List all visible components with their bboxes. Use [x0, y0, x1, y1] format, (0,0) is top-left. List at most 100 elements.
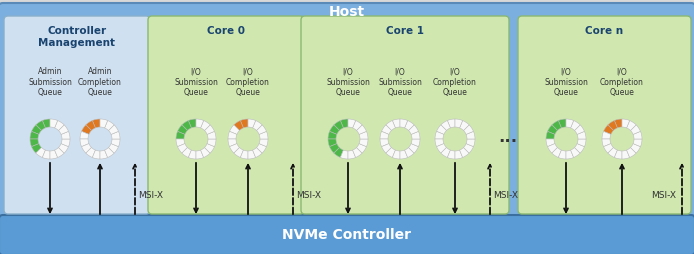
Wedge shape: [182, 148, 192, 157]
Wedge shape: [353, 120, 362, 131]
Text: ...: ...: [498, 128, 518, 146]
Wedge shape: [604, 125, 613, 134]
Wedge shape: [552, 148, 561, 157]
Wedge shape: [627, 148, 636, 157]
FancyArrowPatch shape: [98, 165, 102, 214]
Text: Admin
Completion
Queue: Admin Completion Queue: [78, 67, 122, 97]
Wedge shape: [405, 148, 414, 157]
Wedge shape: [622, 119, 629, 128]
Wedge shape: [466, 131, 475, 139]
Wedge shape: [36, 120, 45, 131]
Wedge shape: [437, 144, 446, 153]
Wedge shape: [42, 119, 50, 128]
Wedge shape: [464, 125, 473, 134]
FancyArrowPatch shape: [291, 165, 295, 214]
Wedge shape: [61, 139, 70, 147]
Wedge shape: [340, 150, 348, 159]
Wedge shape: [30, 131, 39, 139]
FancyBboxPatch shape: [0, 215, 694, 254]
FancyArrowPatch shape: [453, 163, 457, 212]
Wedge shape: [622, 150, 629, 159]
Wedge shape: [382, 125, 391, 134]
Wedge shape: [608, 148, 618, 157]
Wedge shape: [80, 131, 89, 139]
Wedge shape: [546, 139, 555, 147]
FancyArrowPatch shape: [620, 165, 624, 214]
Wedge shape: [380, 131, 389, 139]
Text: I/O
Submission
Queue: I/O Submission Queue: [174, 67, 218, 97]
Text: I/O
Submission
Queue: I/O Submission Queue: [378, 67, 422, 97]
Wedge shape: [459, 120, 469, 131]
Wedge shape: [566, 150, 574, 159]
Text: I/O
Completion
Queue: I/O Completion Queue: [226, 67, 270, 97]
Wedge shape: [201, 120, 210, 131]
Wedge shape: [55, 120, 64, 131]
Wedge shape: [240, 119, 248, 128]
Wedge shape: [455, 150, 463, 159]
Text: MSI-X: MSI-X: [138, 192, 163, 200]
Wedge shape: [357, 144, 366, 153]
Wedge shape: [340, 119, 348, 128]
FancyArrowPatch shape: [488, 165, 492, 214]
Wedge shape: [633, 131, 642, 139]
Wedge shape: [330, 125, 339, 134]
Wedge shape: [108, 125, 119, 134]
Wedge shape: [409, 125, 418, 134]
Wedge shape: [630, 144, 641, 153]
Text: I/O
Completion
Queue: I/O Completion Queue: [600, 67, 644, 97]
Wedge shape: [380, 139, 389, 147]
Wedge shape: [608, 120, 618, 131]
Wedge shape: [359, 139, 368, 147]
Wedge shape: [392, 150, 400, 159]
Wedge shape: [201, 148, 210, 157]
FancyArrowPatch shape: [346, 163, 350, 212]
Wedge shape: [577, 139, 586, 147]
Wedge shape: [207, 139, 216, 147]
Wedge shape: [448, 119, 455, 128]
FancyBboxPatch shape: [518, 16, 691, 214]
Wedge shape: [58, 144, 69, 153]
Wedge shape: [633, 139, 642, 147]
FancyBboxPatch shape: [4, 16, 150, 214]
Wedge shape: [105, 148, 114, 157]
Wedge shape: [548, 144, 557, 153]
Wedge shape: [328, 139, 337, 147]
Wedge shape: [58, 125, 69, 134]
Wedge shape: [400, 150, 407, 159]
Wedge shape: [575, 144, 584, 153]
Wedge shape: [182, 120, 192, 131]
Wedge shape: [437, 125, 446, 134]
Text: I/O
Submission
Queue: I/O Submission Queue: [544, 67, 588, 97]
Wedge shape: [205, 144, 214, 153]
Wedge shape: [234, 120, 244, 131]
Wedge shape: [92, 150, 100, 159]
Wedge shape: [400, 119, 407, 128]
Wedge shape: [80, 139, 89, 147]
Wedge shape: [334, 148, 344, 157]
Wedge shape: [386, 120, 396, 131]
Wedge shape: [405, 120, 414, 131]
Wedge shape: [248, 119, 255, 128]
Wedge shape: [31, 144, 42, 153]
Wedge shape: [36, 148, 45, 157]
Wedge shape: [61, 131, 70, 139]
Wedge shape: [86, 148, 95, 157]
FancyBboxPatch shape: [148, 16, 304, 214]
Wedge shape: [602, 139, 611, 147]
Wedge shape: [240, 150, 248, 159]
Wedge shape: [100, 119, 108, 128]
Text: Core 1: Core 1: [386, 26, 424, 36]
Wedge shape: [570, 148, 580, 157]
Text: Host: Host: [329, 5, 365, 19]
Wedge shape: [50, 150, 58, 159]
Wedge shape: [614, 150, 622, 159]
Wedge shape: [228, 139, 237, 147]
Text: NVMe Controller: NVMe Controller: [282, 228, 412, 242]
Text: Controller
Management: Controller Management: [38, 26, 115, 47]
Wedge shape: [259, 139, 268, 147]
Wedge shape: [411, 131, 420, 139]
FancyArrowPatch shape: [246, 165, 250, 214]
Wedge shape: [100, 150, 108, 159]
Wedge shape: [30, 139, 39, 147]
Wedge shape: [228, 131, 237, 139]
